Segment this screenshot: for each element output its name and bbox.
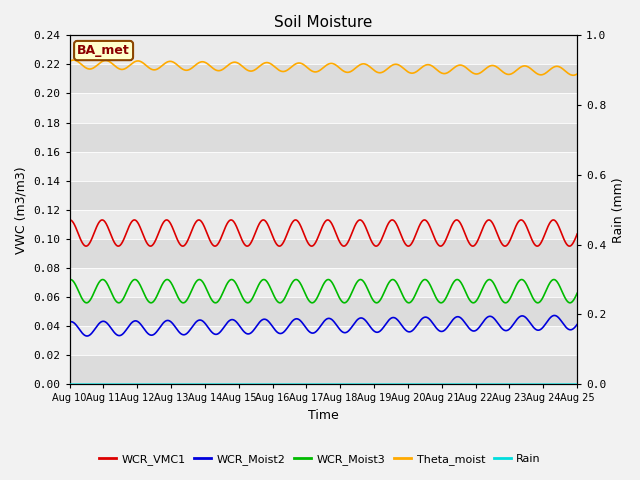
Line: Theta_moist: Theta_moist — [70, 60, 577, 75]
Bar — [70, 152, 577, 180]
Rain — [125, 381, 133, 387]
WCR_Moist3 — [301, 290, 308, 296]
WCR_Moist3 — [282, 294, 289, 300]
Bar — [70, 297, 577, 326]
WCR_Moist3 — [244, 300, 252, 306]
Y-axis label: Rain (mm): Rain (mm) — [612, 177, 625, 242]
Rain — [105, 381, 113, 387]
X-axis label: Time: Time — [308, 409, 339, 422]
WCR_Moist2 — [83, 333, 91, 339]
WCR_Moist3 — [125, 283, 133, 288]
Bar — [70, 180, 577, 210]
WCR_Moist2 — [301, 324, 308, 329]
WCR_VMC1 — [147, 243, 154, 249]
Y-axis label: VWC (m3/m3): VWC (m3/m3) — [15, 166, 28, 253]
Rain — [573, 381, 581, 387]
Bar — [70, 355, 577, 384]
Bar — [70, 210, 577, 239]
WCR_Moist3 — [573, 290, 581, 296]
WCR_VMC1 — [355, 217, 363, 223]
Theta_moist — [301, 63, 308, 69]
WCR_VMC1 — [573, 231, 581, 237]
Bar — [70, 239, 577, 268]
Bar — [70, 64, 577, 94]
Rain — [292, 381, 300, 387]
Bar — [70, 326, 577, 355]
WCR_Moist2 — [66, 319, 74, 325]
Line: WCR_VMC1: WCR_VMC1 — [70, 220, 577, 246]
Theta_moist — [569, 72, 577, 78]
WCR_Moist3 — [105, 284, 113, 290]
Line: WCR_Moist3: WCR_Moist3 — [70, 279, 577, 303]
Rain — [355, 381, 362, 387]
WCR_Moist3 — [324, 276, 332, 282]
WCR_Moist3 — [66, 277, 74, 283]
Line: WCR_Moist2: WCR_Moist2 — [70, 315, 577, 336]
Bar — [70, 94, 577, 122]
WCR_VMC1 — [125, 223, 133, 228]
Rain — [301, 381, 308, 387]
Theta_moist — [126, 62, 134, 68]
WCR_Moist3 — [292, 276, 300, 282]
WCR_Moist2 — [550, 312, 558, 318]
WCR_VMC1 — [105, 227, 113, 232]
WCR_VMC1 — [282, 236, 289, 241]
Theta_moist — [66, 59, 74, 64]
Bar — [70, 268, 577, 297]
WCR_VMC1 — [66, 217, 74, 223]
WCR_Moist2 — [282, 327, 289, 333]
Theta_moist — [70, 57, 77, 63]
Bar — [70, 122, 577, 152]
WCR_Moist2 — [126, 322, 134, 328]
WCR_Moist2 — [573, 322, 581, 327]
Theta_moist — [355, 63, 363, 69]
Theta_moist — [573, 71, 581, 77]
WCR_Moist2 — [292, 316, 300, 322]
Theta_moist — [292, 61, 300, 67]
WCR_Moist3 — [355, 277, 363, 283]
Rain — [281, 381, 289, 387]
Theta_moist — [282, 68, 289, 74]
Theta_moist — [106, 59, 113, 64]
WCR_VMC1 — [420, 217, 428, 223]
WCR_Moist2 — [106, 323, 113, 328]
Text: BA_met: BA_met — [77, 44, 130, 57]
WCR_VMC1 — [292, 217, 300, 223]
Bar — [70, 36, 577, 64]
Rain — [66, 381, 74, 387]
WCR_VMC1 — [301, 233, 308, 239]
Legend: WCR_VMC1, WCR_Moist2, WCR_Moist3, Theta_moist, Rain: WCR_VMC1, WCR_Moist2, WCR_Moist3, Theta_… — [95, 450, 545, 469]
WCR_Moist2 — [355, 316, 363, 322]
Title: Soil Moisture: Soil Moisture — [274, 15, 372, 30]
